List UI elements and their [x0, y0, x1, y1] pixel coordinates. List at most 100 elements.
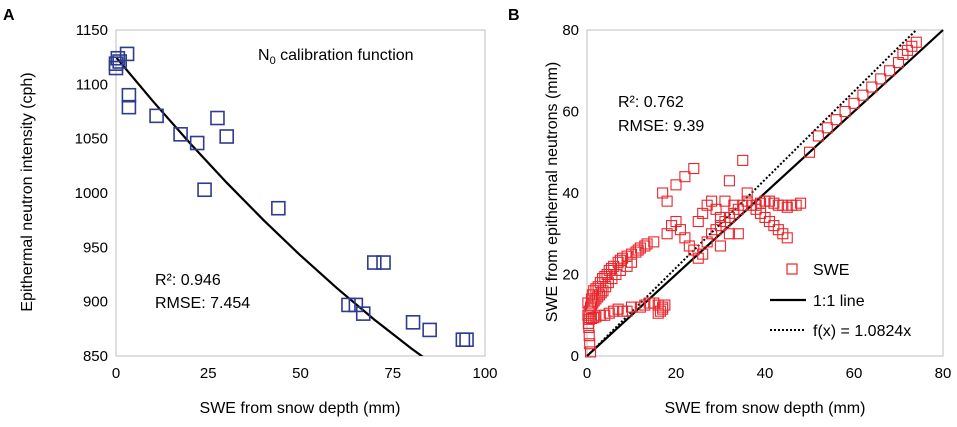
plot-b-ytick-label: 60	[562, 104, 579, 121]
plot-a-data-point	[341, 297, 356, 313]
plot-b-data-point	[639, 240, 651, 252]
plot-b-data-point	[654, 305, 666, 317]
plot-b-r2-annotation: R²: 0.762	[618, 94, 684, 111]
plot-b-data-point	[714, 211, 727, 223]
plot-a-r2-annotation: R²: 0.946	[155, 272, 221, 289]
plot-b-ytick-label: 0	[571, 348, 579, 365]
plot-a-calibration-curve	[116, 56, 424, 356]
plot-a-data-point	[119, 46, 135, 62]
legend-swe-label: SWE	[813, 262, 849, 279]
plot-b-data-point	[732, 228, 744, 240]
plot-b-data-point	[737, 154, 749, 166]
plot-a-data-point	[405, 315, 421, 330]
plot-b-frame	[586, 29, 944, 357]
plot-b-xlabel: SWE from snow depth (mm)	[665, 400, 866, 417]
plot-b-data-point	[679, 171, 691, 183]
plot-a-ytick-label: 850	[83, 348, 108, 365]
plot-b-ytick-label: 20	[562, 267, 579, 284]
plot-a-data-point	[121, 87, 137, 103]
plot-b-data-point	[612, 256, 624, 268]
plot-b-data-point	[714, 240, 727, 252]
plot-b-data-point	[821, 122, 833, 134]
plot-b-data-point	[768, 197, 780, 209]
plot-b-data-point	[679, 232, 691, 244]
plot-b-data-point	[830, 114, 842, 126]
plot-a-data-point	[189, 135, 205, 151]
plot-a-data-point	[366, 255, 382, 270]
plot-a-xtick-label: 75	[384, 365, 401, 382]
plot-b-data-point	[728, 199, 740, 211]
panel-a: 0 25 50 75 100 850 900 950 1000 1050 1100 1150 N0 c…	[19, 22, 498, 417]
plot-b-data-point	[866, 81, 878, 93]
plot-b-legend: SWE 1:1 line f(x) = 1.0824x	[770, 262, 911, 340]
plot-a-xtick-label: 100	[472, 365, 497, 382]
plot-b-ytick-label: 40	[562, 185, 579, 202]
plot-a-ytick-label: 1150	[76, 22, 108, 39]
plot-b-data-point	[781, 232, 793, 244]
plot-b-data-point	[584, 338, 596, 350]
plot-b-data-point	[723, 211, 735, 223]
legend-fit-label: f(x) = 1.0824x	[813, 323, 911, 340]
plot-b-data-point	[901, 44, 913, 56]
plot-b-data-point	[593, 289, 606, 301]
plot-b-data-point	[606, 273, 618, 285]
plot-a-xtick-label: 50	[292, 365, 309, 382]
plot-a-ytick-label: 1100	[76, 76, 108, 93]
plot-b-data-point	[839, 105, 851, 118]
plot-b-data-point	[583, 330, 595, 342]
plot-a-data-point	[197, 182, 212, 198]
plot-b-ticks: 0 20 40 60 80 0 20 40 60 80	[562, 22, 951, 382]
plot-a-ytick-label: 950	[83, 239, 108, 256]
plot-b-xtick-label: 40	[757, 365, 774, 382]
plot-b-data-point	[910, 36, 922, 48]
plot-b-data-point	[723, 228, 735, 240]
plot-a-title: N0 calibration function	[258, 47, 414, 67]
plot-a-data-point	[219, 129, 234, 144]
plot-b-xtick-label: 0	[583, 365, 591, 382]
plot-b-data-point	[625, 301, 638, 313]
plot-b-xtick-label: 20	[668, 365, 685, 382]
plot-b-data-point	[625, 256, 638, 268]
plot-b-data-point	[697, 248, 709, 260]
plot-b-lines	[586, 29, 944, 357]
plot-b-data-point	[585, 346, 597, 358]
plot-a-data-point	[348, 297, 364, 313]
plot-a-data-point	[422, 322, 437, 338]
plot-b-data-point	[652, 307, 664, 319]
plot-b-xtick-label: 60	[846, 365, 863, 382]
plot-b-data-point	[648, 236, 660, 248]
legend-one-to-one-label: 1:1 line	[813, 293, 865, 310]
plot-a-data-point	[459, 332, 474, 348]
plot-b-xtick-label: 80	[935, 365, 952, 382]
legend-swe-marker	[786, 263, 798, 275]
plot-a-ytick-label: 1000	[75, 185, 108, 202]
plot-a-xtick-label: 0	[112, 365, 120, 382]
plot-b-ytick-label: 80	[562, 22, 579, 39]
plot-a-ytick-label: 1050	[75, 131, 108, 148]
plot-a-curve-group	[116, 56, 424, 356]
plot-b-data-point	[701, 199, 713, 211]
plot-a-xlabel: SWE from snow depth (mm)	[200, 400, 401, 417]
plot-b-data-point	[641, 238, 653, 250]
plot-a-data-point	[355, 306, 371, 321]
plot-a-data-point	[210, 110, 225, 126]
plot-b-data-point	[588, 312, 600, 324]
plot-b-one-to-one-line	[586, 29, 944, 357]
plot-a-rmse-annotation: RMSE: 7.454	[155, 295, 250, 312]
plot-b-data-point	[612, 303, 624, 315]
plot-b-points	[582, 36, 922, 358]
plot-b-data-point	[688, 163, 700, 175]
plot-a-data-point	[149, 108, 164, 124]
plot-a-ticks: 0 25 50 75 100 850 900 950 1000 1050 1100 1150	[75, 22, 498, 382]
plot-b-data-point	[803, 146, 816, 158]
plot-a-points	[108, 46, 474, 348]
plot-b-ylabel: SWE from epithermal neutrons (mm)	[544, 62, 561, 323]
plot-a-data-point	[376, 255, 391, 270]
plot-a-data-point	[108, 56, 124, 71]
plot-b-data-point	[857, 89, 869, 101]
panel-a-letter: A	[3, 7, 15, 24]
plot-b-data-point	[790, 199, 802, 211]
